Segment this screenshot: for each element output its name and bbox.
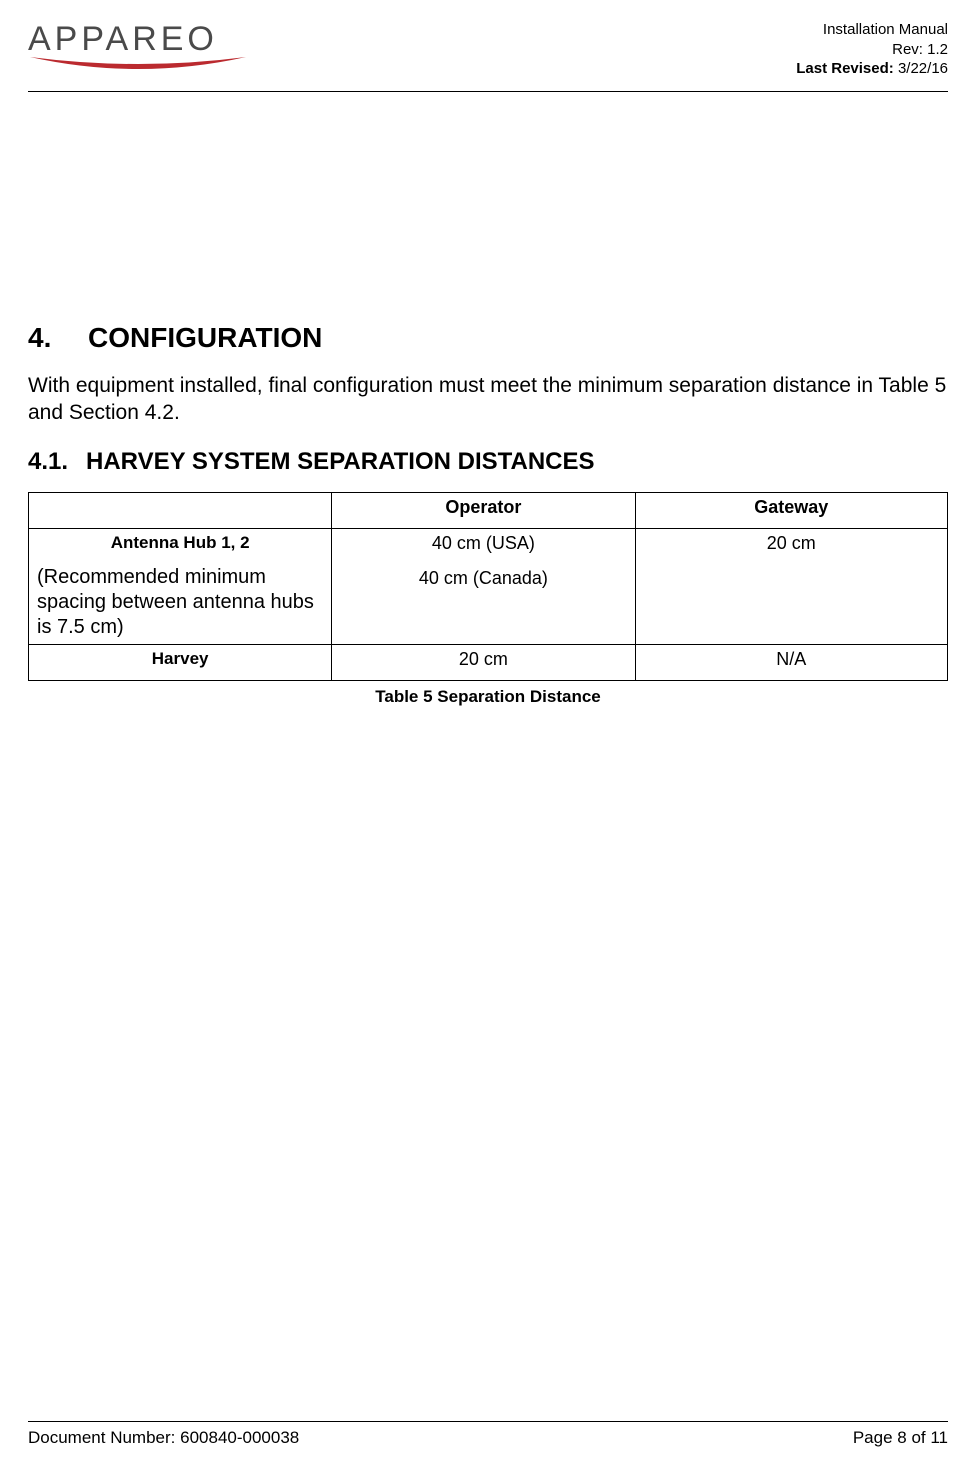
page-value: 8 of 11 <box>897 1428 948 1447</box>
last-revised-label: Last Revised: <box>796 60 898 77</box>
row-head-title: Harvey <box>37 649 323 669</box>
header-rev: Rev: 1.2 <box>796 40 948 60</box>
cell-operator-antenna: 40 cm (USA) 40 cm (Canada) <box>332 529 635 645</box>
operator-canada: 40 cm (Canada) <box>340 568 626 589</box>
header-title: Installation Manual <box>796 20 948 40</box>
table-row: Harvey 20 cm N/A <box>29 645 948 681</box>
cell-operator-harvey: 20 cm <box>332 645 635 681</box>
separation-table: Operator Gateway Antenna Hub 1, 2 (Recom… <box>28 492 948 681</box>
doc-label: Document Number: <box>28 1428 180 1447</box>
table-header-row: Operator Gateway <box>29 493 948 529</box>
page-header: APPAREO Installation Manual Rev: 1.2 Las… <box>28 20 948 91</box>
section-number: 4. <box>28 322 88 354</box>
table-caption: Table 5 Separation Distance <box>28 687 948 707</box>
doc-value: 600840-000038 <box>180 1428 299 1447</box>
row-head-harvey: Harvey <box>29 645 332 681</box>
subsection-heading: 4.1.HARVEY SYSTEM SEPARATION DISTANCES <box>28 448 948 476</box>
section-title: CONFIGURATION <box>88 322 322 353</box>
page-footer: Document Number: 600840-000038 Page 8 of… <box>28 1421 948 1448</box>
operator-usa: 40 cm (USA) <box>340 533 626 554</box>
table-header-blank <box>29 493 332 529</box>
table-header-gateway: Gateway <box>635 493 947 529</box>
row-head-antenna: Antenna Hub 1, 2 (Recommended minimum sp… <box>29 529 332 645</box>
logo: APPAREO <box>28 20 248 71</box>
page-content: 4.CONFIGURATION With equipment installed… <box>28 92 948 708</box>
footer-page-number: Page 8 of 11 <box>853 1428 948 1448</box>
subsection-number: 4.1. <box>28 448 86 476</box>
rev-label: Rev: <box>892 41 927 58</box>
header-meta: Installation Manual Rev: 1.2 Last Revise… <box>796 20 948 79</box>
table-row: Antenna Hub 1, 2 (Recommended minimum sp… <box>29 529 948 645</box>
section-intro: With equipment installed, final configur… <box>28 372 948 427</box>
header-last-revised: Last Revised: 3/22/16 <box>796 59 948 79</box>
rev-value: 1.2 <box>927 41 948 58</box>
cell-gateway-harvey: N/A <box>635 645 947 681</box>
cell-gateway-antenna: 20 cm <box>635 529 947 645</box>
last-revised-value: 3/22/16 <box>898 60 948 77</box>
row-head-title: Antenna Hub 1, 2 <box>37 533 323 553</box>
footer-divider <box>28 1421 948 1422</box>
footer-doc-number: Document Number: 600840-000038 <box>28 1428 299 1448</box>
subsection-title: HARVEY SYSTEM SEPARATION DISTANCES <box>86 448 595 475</box>
row-head-note: (Recommended minimum spacing between ant… <box>37 565 323 640</box>
section-heading: 4.CONFIGURATION <box>28 322 948 354</box>
page-label: Page <box>853 1428 897 1447</box>
table-header-operator: Operator <box>332 493 635 529</box>
swoosh-icon <box>28 53 248 71</box>
